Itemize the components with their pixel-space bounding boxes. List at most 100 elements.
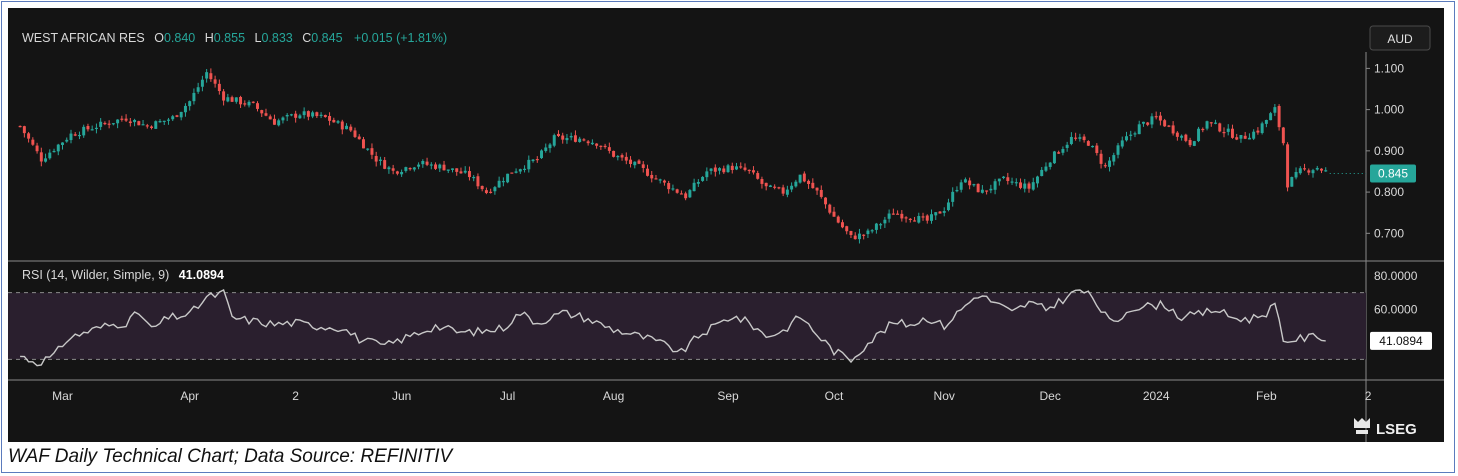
candle-body (111, 123, 115, 125)
candle-body (167, 119, 170, 121)
candle-body (476, 176, 480, 187)
candle-body (934, 212, 938, 216)
candle-body (862, 234, 866, 236)
candle-body (662, 180, 666, 183)
candle-body (247, 101, 251, 106)
candle-body (747, 169, 751, 172)
candle-body (383, 160, 387, 169)
candle-body (603, 145, 607, 148)
candle-body (395, 171, 399, 174)
candle-body (1243, 135, 1247, 139)
candle-body (44, 158, 48, 162)
candle-body (222, 91, 226, 101)
price-tick-label: 1.100 (1374, 61, 1404, 75)
candle-body (527, 159, 531, 170)
candle-body (171, 116, 175, 120)
x-tick-label: Apr (180, 389, 199, 403)
candle-body (1133, 133, 1137, 135)
candle-body (1235, 137, 1239, 140)
candle-body (1218, 123, 1222, 132)
candle-body (48, 152, 52, 159)
candle-body (154, 121, 158, 129)
candle-body (1061, 149, 1065, 153)
candle-body (451, 168, 454, 170)
candle-body (599, 145, 603, 147)
candle-body (361, 139, 365, 149)
candle-body (353, 130, 357, 137)
currency-label[interactable]: AUD (1387, 32, 1413, 46)
candle-body (781, 187, 785, 194)
candle-body (188, 101, 192, 107)
candle-body (124, 118, 128, 121)
candle-body (319, 114, 323, 116)
candle-body (472, 176, 476, 179)
candle-body (421, 161, 425, 165)
candle-body (340, 121, 344, 130)
candle-body (213, 79, 217, 84)
candle-body (794, 181, 798, 187)
candle-body (1222, 132, 1226, 134)
candle-body (489, 191, 493, 193)
candle-body (671, 188, 675, 190)
candle-body (531, 159, 535, 162)
high-label: H (205, 31, 214, 45)
candle-body (357, 136, 361, 140)
x-tick-label: Aug (603, 389, 624, 403)
candle-body (1171, 125, 1175, 134)
candle-body (230, 97, 234, 102)
candle-body (544, 147, 548, 151)
candle-body (650, 174, 654, 179)
candle-body (183, 105, 187, 113)
candle-body (298, 115, 302, 119)
lseg-label: LSEG (1376, 421, 1417, 438)
candle-body (1125, 136, 1128, 141)
candle-body (590, 142, 594, 145)
candle-body (493, 187, 497, 192)
candle-body (1256, 130, 1260, 133)
candle-body (374, 156, 378, 162)
candle-body (785, 189, 789, 195)
last-price-label: 0.845 (1378, 167, 1408, 181)
candle-body (1048, 162, 1052, 167)
candle-body (1252, 131, 1256, 139)
candle-body (607, 147, 611, 151)
candle-body (768, 185, 772, 188)
price-tick-label: 0.800 (1374, 185, 1404, 199)
candle-body (311, 112, 315, 117)
candle-body (1069, 136, 1073, 145)
candle-body (896, 213, 900, 215)
candle-body (870, 230, 874, 232)
candle-body (908, 218, 912, 221)
candle-body (434, 164, 438, 169)
candle-body (730, 165, 734, 171)
candle-body (1150, 116, 1154, 125)
candle-body (930, 214, 933, 221)
candle-body (438, 164, 442, 169)
candle-body (739, 166, 743, 168)
candle-body (387, 167, 391, 170)
candle-body (1205, 121, 1209, 129)
candle-body (980, 189, 984, 193)
candle-body (633, 161, 637, 166)
rsi-line-group (20, 289, 1326, 367)
candle-body (819, 189, 823, 197)
candle-body (27, 133, 31, 139)
last-price-tag (1370, 164, 1416, 183)
candle-body (328, 115, 332, 121)
candle-body (366, 148, 370, 150)
candle-body (205, 72, 209, 79)
candle-body (1201, 128, 1205, 131)
candle-body (239, 96, 243, 105)
currency-button[interactable] (1369, 25, 1431, 51)
candle-body (1247, 137, 1251, 140)
candle-body (103, 122, 107, 125)
candle-body (913, 220, 917, 222)
candle-body (616, 156, 620, 158)
candle-body (802, 173, 806, 182)
candle-body (887, 213, 891, 219)
candle-body (1277, 105, 1281, 128)
candle-body (790, 185, 794, 190)
candle-body (637, 160, 641, 164)
candle-body (828, 204, 832, 213)
candle-body (942, 211, 946, 213)
